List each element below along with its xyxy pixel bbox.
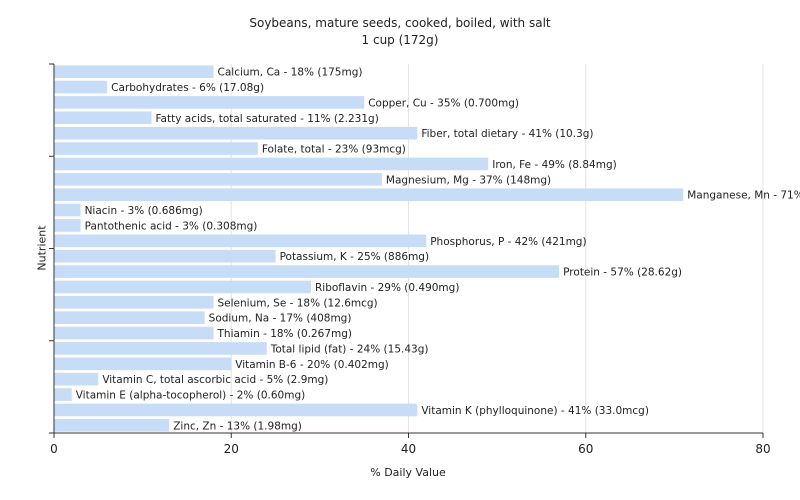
- bar: [54, 372, 99, 386]
- bar-label: Niacin - 3% (0.686mg): [85, 205, 203, 217]
- bar: [54, 188, 684, 201]
- bar: [54, 265, 560, 278]
- bar-label: Protein - 57% (28.62g): [563, 267, 682, 279]
- bar-label: Copper, Cu - 35% (0.700mg): [368, 97, 519, 109]
- bar-label: Vitamin K (phylloquinone) - 41% (33.0mcg…: [421, 405, 649, 417]
- bar-label: Selenium, Se - 18% (12.6mcg): [218, 297, 378, 309]
- x-tick-label: 80: [755, 442, 770, 456]
- bar-label: Riboflavin - 29% (0.490mg): [315, 282, 459, 294]
- bar-label: Phosphorus, P - 42% (421mg): [430, 236, 586, 248]
- bar: [54, 65, 214, 78]
- bar-label: Iron, Fe - 49% (8.84mg): [492, 159, 616, 171]
- bar-label: Pantothenic acid - 3% (0.308mg): [85, 220, 258, 232]
- bar-label: Sodium, Na - 17% (408mg): [209, 313, 352, 325]
- bar: [54, 80, 108, 94]
- bar-label: Manganese, Mn - 71% (1.417mg): [687, 190, 800, 202]
- x-axis-label: % Daily Value: [370, 466, 446, 479]
- bar: [54, 388, 72, 401]
- bar: [54, 326, 214, 340]
- bar-label: Zinc, Zn - 13% (1.98mg): [173, 420, 302, 432]
- bar: [54, 234, 427, 248]
- bar-label: Potassium, K - 25% (886mg): [280, 251, 430, 263]
- bar: [54, 403, 418, 417]
- bar: [54, 249, 276, 263]
- bar-label: Vitamin E (alpha-tocopherol) - 2% (0.60m…: [76, 390, 306, 402]
- bar: [54, 157, 489, 171]
- bar: [54, 311, 205, 324]
- bar-label: Carbohydrates - 6% (17.08g): [111, 82, 264, 94]
- bar: [54, 280, 312, 294]
- bar-label: Calcium, Ca - 18% (175mg): [218, 67, 363, 79]
- x-tick-label: 60: [578, 442, 593, 456]
- x-tick-label: 0: [50, 442, 58, 456]
- bar: [54, 419, 170, 432]
- bar: [54, 96, 365, 109]
- bar-label: Folate, total - 23% (93mcg): [262, 144, 406, 156]
- x-tick-label: 40: [401, 442, 416, 456]
- bar-label: Thiamin - 18% (0.267mg): [217, 328, 353, 340]
- chart-subtitle: 1 cup (172g): [361, 33, 439, 47]
- bar: [54, 173, 382, 186]
- bar-label: Total lipid (fat) - 24% (15.43g): [270, 343, 429, 355]
- bar-label: Fiber, total dietary - 41% (10.3g): [421, 128, 593, 140]
- bar-label: Vitamin C, total ascorbic acid - 5% (2.9…: [102, 374, 328, 386]
- bar-label: Vitamin B-6 - 20% (0.402mg): [235, 359, 389, 371]
- bar: [54, 111, 152, 125]
- bar-label: Fatty acids, total saturated - 11% (2.23…: [155, 113, 378, 125]
- bar: [54, 296, 214, 309]
- bar: [54, 357, 232, 371]
- bar: [54, 219, 81, 232]
- bar: [54, 142, 258, 155]
- chart-title: Soybeans, mature seeds, cooked, boiled, …: [249, 16, 551, 30]
- x-tick-label: 20: [224, 442, 239, 456]
- bar: [54, 203, 81, 217]
- bar-label: Magnesium, Mg - 37% (148mg): [386, 174, 551, 186]
- bar: [54, 342, 267, 355]
- bar: [54, 126, 418, 140]
